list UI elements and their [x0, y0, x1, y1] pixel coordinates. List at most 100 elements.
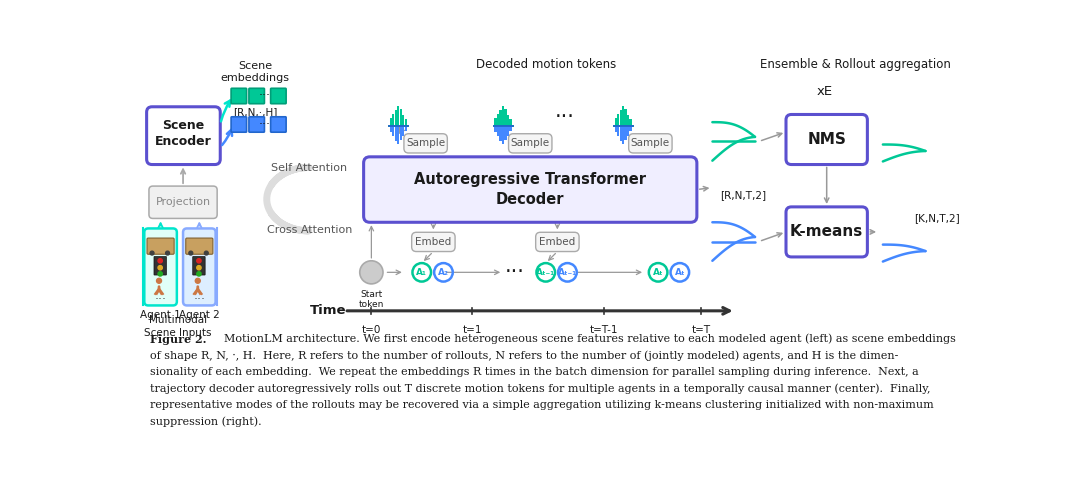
Circle shape [157, 278, 162, 283]
Text: Sample: Sample [511, 138, 550, 149]
Text: representative modes of the rollouts may be recovered via a simple aggregation u: representative modes of the rollouts may… [150, 400, 934, 410]
Text: xE: xE [816, 85, 833, 98]
Text: [R,N,·,H]: [R,N,·,H] [233, 107, 278, 117]
Text: t=T-1: t=T-1 [590, 325, 618, 335]
Text: Ensemble & Rollout aggregation: Ensemble & Rollout aggregation [760, 58, 951, 71]
Bar [627, 115, 630, 126]
Bar [395, 126, 397, 141]
Text: Self Attention: Self Attention [271, 163, 348, 173]
Bar [502, 126, 504, 144]
Circle shape [150, 251, 154, 255]
Text: MotionLM architecture. We first encode heterogeneous scene features relative to : MotionLM architecture. We first encode h… [225, 334, 956, 344]
FancyBboxPatch shape [248, 117, 265, 132]
FancyBboxPatch shape [411, 232, 455, 251]
Text: Decoded motion tokens: Decoded motion tokens [475, 58, 616, 71]
Bar [402, 115, 404, 126]
Text: sionality of each embedding.  We repeat the embeddings R times in the batch dime: sionality of each embedding. We repeat t… [150, 367, 919, 377]
FancyBboxPatch shape [186, 238, 213, 254]
Bar [397, 106, 400, 126]
Text: Scene
embeddings: Scene embeddings [220, 61, 289, 83]
Text: t=T: t=T [691, 325, 711, 335]
Bar [495, 126, 497, 132]
FancyBboxPatch shape [271, 88, 286, 104]
Bar [504, 126, 507, 140]
Bar [502, 106, 504, 126]
Bar [620, 126, 622, 141]
Bar [497, 114, 499, 126]
Circle shape [197, 266, 201, 270]
Circle shape [158, 259, 162, 263]
Circle shape [158, 272, 162, 276]
Bar [400, 109, 402, 126]
Text: Time: Time [309, 305, 346, 317]
Text: ···: ··· [259, 90, 271, 102]
Bar [405, 119, 407, 126]
Bar [392, 126, 394, 136]
Circle shape [197, 259, 201, 263]
Bar [402, 126, 404, 136]
Bar [495, 119, 497, 126]
Bar [507, 115, 509, 126]
Text: Agent 1: Agent 1 [140, 310, 181, 320]
FancyBboxPatch shape [248, 88, 265, 104]
Bar [630, 119, 632, 126]
Text: Sample: Sample [406, 138, 445, 149]
Bar [624, 126, 626, 140]
Text: Embed: Embed [415, 237, 451, 247]
FancyBboxPatch shape [231, 88, 246, 104]
FancyBboxPatch shape [364, 157, 697, 222]
Text: t=0: t=0 [362, 325, 381, 335]
Text: Scene
Encoder: Scene Encoder [156, 119, 212, 148]
Circle shape [360, 261, 383, 284]
FancyBboxPatch shape [509, 134, 552, 153]
Bar [630, 126, 632, 131]
FancyBboxPatch shape [145, 228, 177, 306]
Text: Start
token: Start token [359, 290, 384, 309]
Bar [620, 110, 622, 126]
Circle shape [165, 251, 170, 255]
Bar [510, 126, 512, 131]
Text: trajectory decoder autoregressively rolls out T discrete motion tokens for multi: trajectory decoder autoregressively roll… [150, 384, 931, 394]
Text: Agent 2: Agent 2 [179, 310, 219, 320]
FancyBboxPatch shape [786, 115, 867, 164]
Bar [499, 110, 501, 126]
Text: Aₜ: Aₜ [653, 268, 663, 277]
Text: ···: ··· [193, 293, 205, 306]
Circle shape [158, 266, 162, 270]
Bar [510, 119, 512, 126]
Text: Projection: Projection [156, 197, 211, 207]
Text: [K,N,T,2]: [K,N,T,2] [915, 214, 960, 223]
Text: Sample: Sample [631, 138, 670, 149]
Circle shape [195, 278, 200, 283]
Bar [390, 119, 392, 126]
Text: ···: ··· [555, 107, 575, 127]
Bar [499, 126, 501, 141]
FancyBboxPatch shape [536, 232, 579, 251]
Text: ···: ··· [259, 118, 271, 131]
Bar [617, 126, 619, 136]
Text: of shape R, N, ·, H.  Here, R refers to the number of rollouts, N refers to the : of shape R, N, ·, H. Here, R refers to t… [150, 350, 899, 361]
Bar [504, 109, 507, 126]
Bar [627, 126, 630, 136]
Text: ···: ··· [504, 262, 525, 282]
Bar [624, 109, 626, 126]
FancyBboxPatch shape [183, 228, 216, 306]
Text: Aₜ: Aₜ [675, 268, 685, 277]
Bar [622, 126, 624, 144]
Circle shape [189, 251, 192, 255]
FancyBboxPatch shape [271, 117, 286, 132]
Text: Aₜ₋₁: Aₜ₋₁ [558, 268, 577, 277]
FancyBboxPatch shape [404, 134, 447, 153]
Text: Figure 2.: Figure 2. [150, 334, 207, 345]
FancyBboxPatch shape [154, 256, 166, 275]
FancyBboxPatch shape [629, 134, 672, 153]
FancyBboxPatch shape [149, 186, 217, 218]
Text: K-means: K-means [791, 224, 863, 240]
Bar [405, 126, 407, 131]
Text: A₁: A₁ [416, 268, 428, 277]
Bar [622, 106, 624, 126]
Text: ···: ··· [154, 293, 166, 306]
Bar [507, 126, 509, 136]
Text: [R,N,T,2]: [R,N,T,2] [720, 190, 767, 200]
Circle shape [197, 272, 201, 276]
